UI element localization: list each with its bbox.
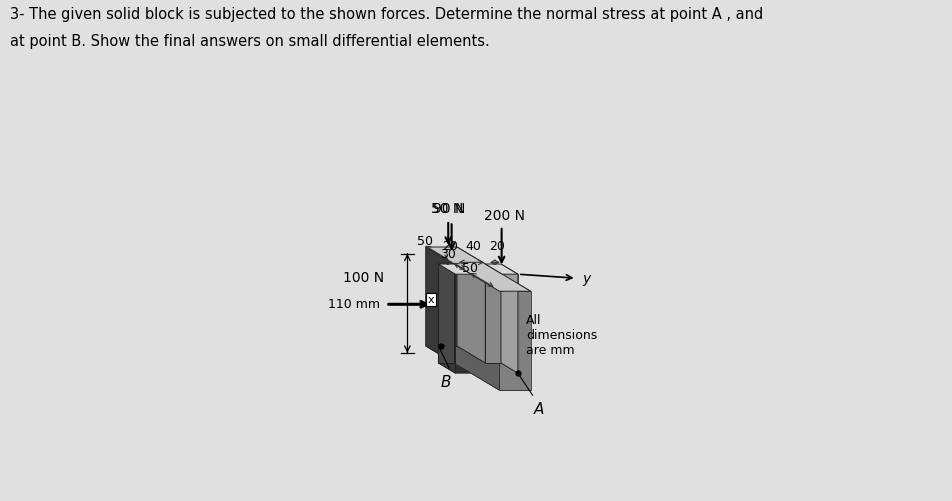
Polygon shape xyxy=(438,265,453,363)
Text: 50: 50 xyxy=(417,234,432,247)
Text: All
dimensions
are mm: All dimensions are mm xyxy=(526,314,597,357)
Text: 30: 30 xyxy=(439,248,455,261)
Polygon shape xyxy=(438,265,455,373)
Text: 90 N: 90 N xyxy=(432,202,465,215)
Polygon shape xyxy=(438,363,470,373)
Text: 50 N: 50 N xyxy=(430,202,463,216)
Polygon shape xyxy=(485,265,517,275)
Text: y: y xyxy=(582,272,590,286)
Text: 3- The given solid block is subjected to the shown forces. Determine the normal : 3- The given solid block is subjected to… xyxy=(10,7,763,22)
Text: 50: 50 xyxy=(462,262,478,275)
Text: 40: 40 xyxy=(465,240,481,253)
Polygon shape xyxy=(426,346,485,363)
Polygon shape xyxy=(426,247,530,292)
Polygon shape xyxy=(470,373,530,390)
Text: 200 N: 200 N xyxy=(484,209,525,223)
Polygon shape xyxy=(501,265,517,373)
Text: at point B. Show the final answers on small differential elements.: at point B. Show the final answers on sm… xyxy=(10,34,489,49)
Polygon shape xyxy=(485,265,501,363)
Polygon shape xyxy=(502,275,530,390)
Polygon shape xyxy=(426,247,457,346)
Text: 20: 20 xyxy=(442,240,457,253)
Text: 100 N: 100 N xyxy=(343,271,384,285)
Text: B: B xyxy=(441,374,451,389)
Polygon shape xyxy=(485,363,517,373)
Polygon shape xyxy=(426,247,453,363)
Text: 110 mm: 110 mm xyxy=(327,297,380,310)
Text: 20: 20 xyxy=(488,240,505,253)
Polygon shape xyxy=(499,292,530,390)
Polygon shape xyxy=(453,265,499,390)
Polygon shape xyxy=(502,275,517,373)
Text: x: x xyxy=(427,295,434,305)
Text: A: A xyxy=(533,401,544,416)
Polygon shape xyxy=(438,265,470,275)
Polygon shape xyxy=(457,247,485,363)
